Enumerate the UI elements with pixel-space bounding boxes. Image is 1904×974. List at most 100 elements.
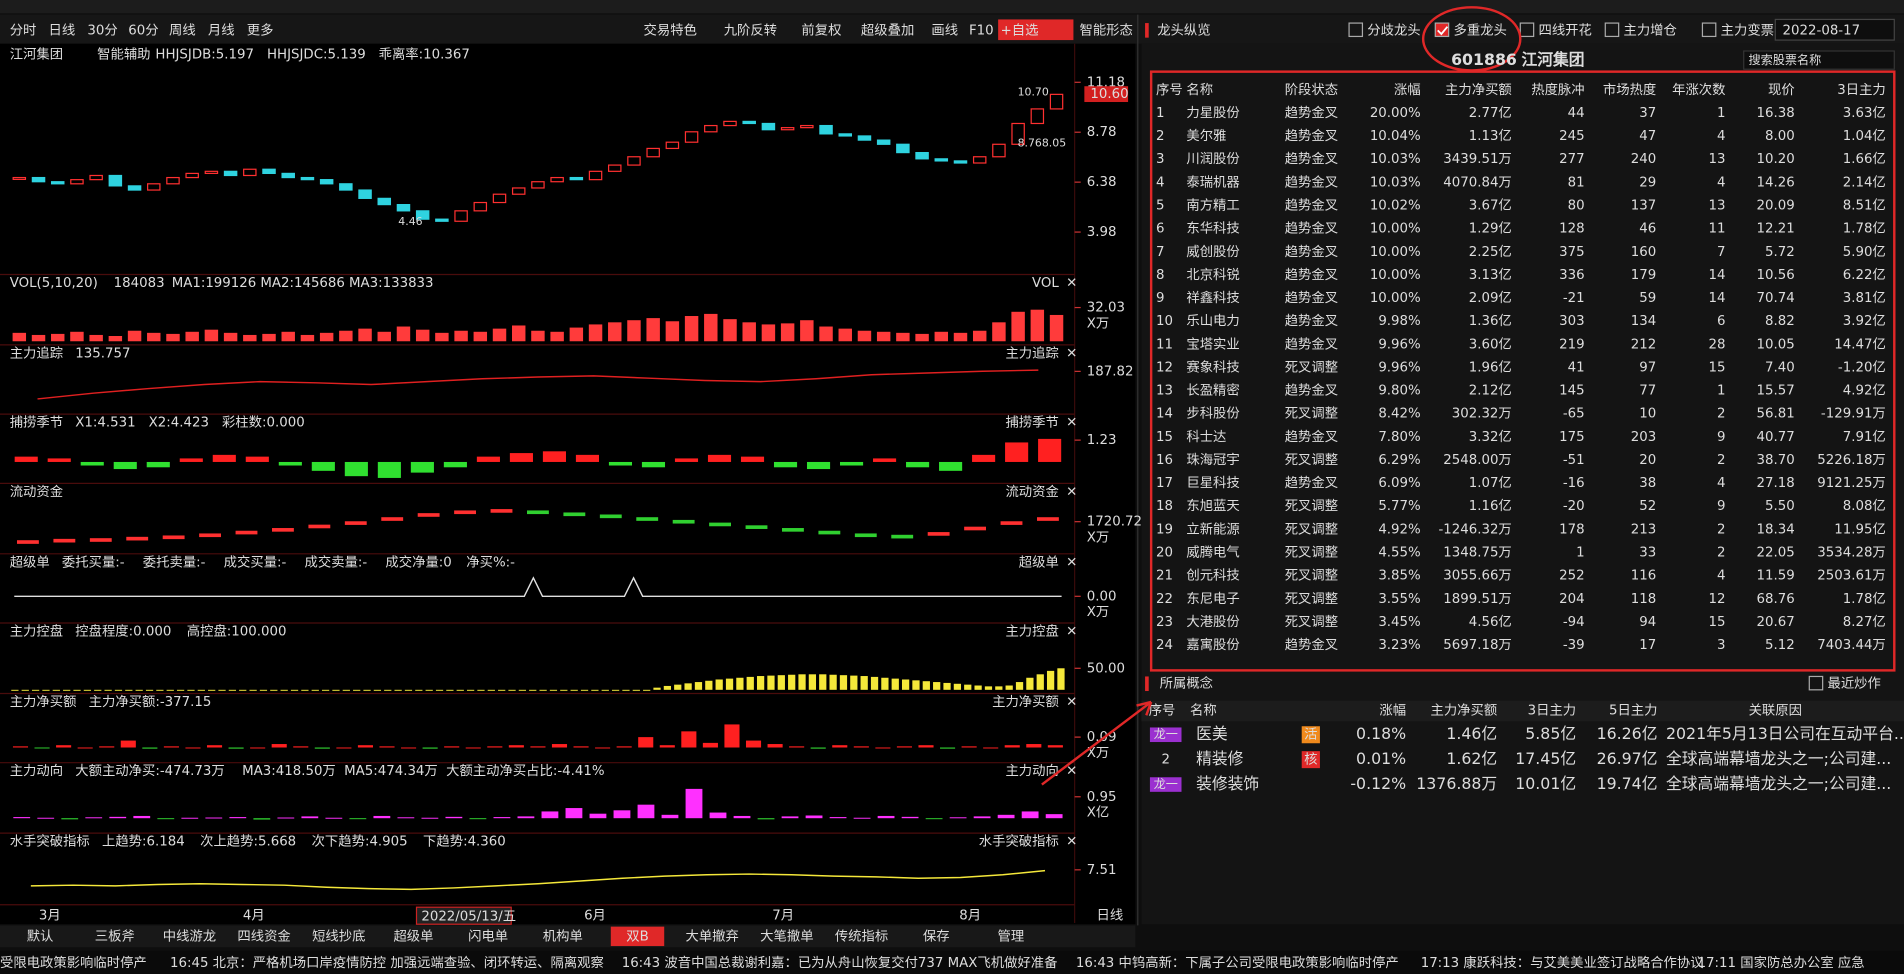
table-cell[interactable]: 美尔雅: [1186, 128, 1226, 144]
bottom-tab[interactable]: 三板斧: [95, 928, 135, 944]
checkbox[interactable]: [1604, 22, 1620, 38]
table-cell[interactable]: 东华科技: [1186, 221, 1239, 237]
indicator-dot: [417, 513, 440, 517]
table-cell[interactable]: 北京科锐: [1186, 267, 1239, 283]
bottom-tab[interactable]: 机构单: [543, 928, 583, 944]
table-cell[interactable]: 长盈精密: [1186, 382, 1239, 399]
table-cell[interactable]: 乐山电力: [1186, 313, 1239, 329]
table-cell[interactable]: 大港股份: [1186, 614, 1239, 630]
news-item[interactable]: 受限电政策影响临时停产: [0, 954, 147, 971]
table-cell[interactable]: 东尼电子: [1186, 591, 1239, 607]
toolbar-button[interactable]: 九阶反转: [724, 22, 777, 38]
indicator-bar: [508, 689, 516, 691]
toolbar-button[interactable]: 交易特色: [644, 21, 697, 38]
filter-label[interactable]: 分歧龙头: [1367, 22, 1420, 38]
checkbox[interactable]: [1434, 22, 1450, 38]
filter-label[interactable]: 主力增仓: [1624, 22, 1677, 38]
checkbox[interactable]: [1808, 675, 1824, 691]
add-watch-button[interactable]: [998, 19, 1074, 41]
table-cell[interactable]: 威腾电气: [1186, 544, 1239, 561]
indicator-bar: [531, 330, 545, 342]
column-header: 序号: [1156, 82, 1183, 98]
toolbar-button[interactable]: 智能形态: [1080, 22, 1133, 38]
table-cell[interactable]: 嘉寓股份: [1186, 636, 1239, 653]
period-tab[interactable]: 更多: [247, 21, 274, 38]
indicator-bar: [943, 682, 951, 690]
checkbox[interactable]: [1519, 22, 1535, 38]
table-cell[interactable]: 祥鑫科技: [1186, 289, 1239, 306]
concept-name[interactable]: 医美: [1196, 724, 1228, 743]
toolbar-button[interactable]: 前复权: [801, 21, 841, 38]
table-cell[interactable]: 创元科技: [1186, 568, 1239, 584]
period-tab[interactable]: 60分: [128, 22, 158, 38]
indicator-bar: [229, 817, 247, 819]
toolbar-button[interactable]: +自选: [1001, 22, 1039, 38]
indicator-bar: [781, 816, 799, 819]
filter-label[interactable]: 主力变票: [1721, 22, 1774, 38]
bottom-tab[interactable]: 默认: [27, 928, 54, 944]
period-tab[interactable]: 30分: [87, 22, 117, 38]
indicator-bar: [724, 724, 740, 748]
bottom-tab[interactable]: 保存: [923, 928, 950, 944]
table-cell[interactable]: 东旭蓝天: [1186, 498, 1239, 514]
indicator-bar: [259, 689, 268, 691]
bottom-tab[interactable]: 闪电单: [468, 928, 508, 944]
table-cell[interactable]: 威创股份: [1186, 244, 1239, 260]
period-tab[interactable]: 日线: [49, 22, 76, 38]
bottom-tab[interactable]: 短线抄底: [312, 928, 365, 944]
concept-name[interactable]: 装修装饰: [1196, 774, 1259, 793]
date-box[interactable]: [1774, 18, 1895, 41]
search-box[interactable]: [1743, 50, 1895, 70]
filter-label[interactable]: 最近炒作: [1827, 676, 1880, 692]
indicator-bar: [1004, 745, 1020, 748]
bottom-tab[interactable]: 大笔撤单: [760, 928, 813, 944]
table-cell[interactable]: 赛象科技: [1186, 359, 1239, 375]
indicator-bar: [12, 746, 29, 748]
bottom-tab[interactable]: 管理: [998, 928, 1025, 944]
indicator-bar: [444, 746, 460, 748]
table-cell[interactable]: 力星股份: [1186, 105, 1239, 121]
bottom-tab[interactable]: 大单撤弃: [685, 928, 738, 944]
indicator-dot: [381, 517, 404, 521]
news-item[interactable]: 17:13 康跃科技：与艾美美业签订战略合作协议: [1421, 954, 1705, 971]
news-item[interactable]: 16:45 北京：严格机场口岸疫情防控 加强远端查验、闭环转运、隔离观察: [170, 954, 604, 971]
filter-label[interactable]: 多重龙头: [1453, 21, 1506, 38]
table-cell[interactable]: 泰瑞机器: [1186, 174, 1239, 190]
toolbar-button[interactable]: 画线: [931, 22, 958, 38]
period-tab[interactable]: 分时: [10, 22, 37, 38]
bottom-tab[interactable]: 双B: [626, 929, 648, 944]
checkbox[interactable]: [1348, 22, 1364, 38]
toolbar-button[interactable]: F10: [969, 23, 994, 38]
table-cell[interactable]: 科士达: [1186, 429, 1226, 445]
date[interactable]: 2022-08-17: [1783, 23, 1861, 38]
toolbar-button[interactable]: 超级叠加: [861, 22, 914, 38]
bottom-tab[interactable]: 超级单: [393, 928, 433, 944]
table-cell: 160: [1631, 245, 1656, 260]
period-tab[interactable]: 周线: [169, 22, 196, 38]
news-item[interactable]: 16:43 中钨高新：下属子公司受限电政策影响临时停产: [1076, 954, 1399, 971]
indicator-bar: [342, 689, 350, 691]
bottom-tab[interactable]: 中线游龙: [163, 928, 216, 944]
table-cell[interactable]: 南方精工: [1186, 197, 1239, 213]
indicator-bar: [415, 329, 430, 342]
table-cell[interactable]: 步科股份: [1186, 406, 1239, 422]
table-cell: 4.92亿: [1843, 383, 1886, 399]
filter-label[interactable]: 四线开花: [1538, 22, 1591, 38]
table-cell[interactable]: 宝塔实业: [1186, 336, 1239, 352]
news-item[interactable]: 16:43 波音中国总裁谢利嘉：已为从舟山恢复交付737 MAX飞机做好准备: [622, 954, 1058, 971]
search-placeholder[interactable]: 搜索股票名称: [1749, 52, 1822, 67]
indicator-bar: [684, 683, 692, 690]
table-cell[interactable]: 立新能源: [1186, 521, 1239, 537]
table-cell[interactable]: 珠海冠宇: [1186, 452, 1239, 468]
concept-name[interactable]: 精装修: [1196, 749, 1244, 768]
news-item[interactable]: 17:11 国家防总办公室 应急: [1698, 954, 1865, 971]
indicator-dot: [235, 530, 258, 535]
table-cell[interactable]: 巨星科技: [1186, 475, 1239, 491]
indicator-bar: [529, 689, 537, 691]
bottom-tab[interactable]: 四线资金: [237, 928, 290, 944]
table-cell: 8.51亿: [1843, 197, 1886, 213]
table-cell[interactable]: 川润股份: [1186, 151, 1239, 167]
period-tab[interactable]: 月线: [208, 22, 235, 38]
bottom-tab[interactable]: 传统指标: [835, 928, 888, 944]
checkbox[interactable]: [1701, 22, 1717, 38]
